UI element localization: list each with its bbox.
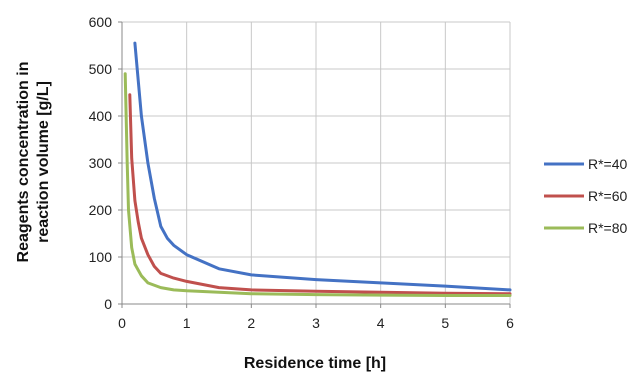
x-tick-label-2: 2 [247,315,255,331]
legend-label-0: R*=40 [588,156,628,172]
x-tick-label-5: 5 [441,315,449,331]
x-tick-label-6: 6 [506,315,514,331]
series-line-0 [133,41,512,292]
x-tick-label-4: 4 [377,315,385,331]
y-tick-label-5: 500 [89,61,113,77]
x-axis-label: Residence time [h] [244,355,386,372]
y-tick-label-2: 200 [89,202,113,218]
y-tick-label-0: 0 [104,296,112,312]
y-tick-label-1: 100 [89,249,113,265]
chart-series [123,41,512,297]
series-line-2 [123,72,512,297]
x-tick-label-3: 3 [312,315,320,331]
legend-label-2: R*=80 [588,220,628,236]
legend-label-1: R*=60 [588,188,628,204]
x-tick-label-1: 1 [183,315,191,331]
y-axis-label-line-1: Reagents concentration in [15,62,32,263]
x-tick-label-0: 0 [118,315,126,331]
chart-axes [118,21,511,308]
chart-grid [121,21,511,305]
series-line-1 [128,93,512,296]
chart-tick-labels: 0 100 200 300 400 500 600 0 1 2 3 4 5 6 [89,14,514,331]
y-tick-label-6: 600 [89,14,113,30]
y-axis-label: Reagents concentration in reaction volum… [15,62,52,263]
y-tick-label-4: 400 [89,108,113,124]
y-tick-label-3: 300 [89,155,113,171]
legend: R*=40 R*=60 R*=80 [544,156,628,236]
y-axis-label-line-2: reaction volume [g/L] [35,81,52,243]
